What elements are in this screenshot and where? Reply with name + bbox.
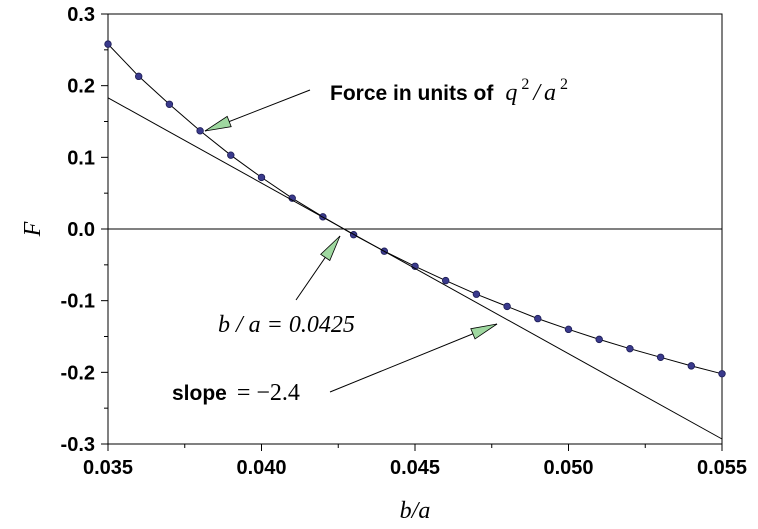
x-tick-label: 0.050 [543, 457, 593, 479]
force-math-q: q [505, 80, 517, 106]
data-point [626, 344, 634, 353]
force-annotation-label: Force in units of [330, 82, 494, 105]
data-point [687, 362, 695, 370]
x-tick-label: 0.055 [697, 457, 747, 479]
data-point [134, 72, 143, 81]
force-math-exp1: 2 [521, 76, 529, 93]
x-axis-label: b/a [400, 498, 431, 524]
slope-annotation-value: = −2.4 [237, 380, 300, 406]
data-point [257, 173, 266, 182]
data-point [227, 151, 235, 159]
y-axis-label: F [20, 221, 46, 237]
y-tick-label: 0.1 [67, 147, 95, 169]
data-point [656, 353, 665, 361]
annotation-arrows [204, 89, 498, 393]
force-math-a: a [544, 80, 556, 106]
x-tick-label: 0.045 [390, 457, 440, 479]
series-layer [104, 40, 726, 440]
y-axis-ticks: -0.3 -0.2 -0.1 0.0 0.1 0.2 0.3 [61, 4, 108, 456]
force-math-exp2: 2 [560, 76, 568, 93]
data-point [104, 40, 112, 48]
slope-annotation-label: slope [172, 382, 227, 405]
data-point [165, 100, 174, 108]
y-tick-label: -0.1 [61, 291, 95, 313]
x-tick-label: 0.040 [236, 457, 286, 479]
data-point [503, 302, 511, 311]
data-point [196, 127, 204, 135]
root-annotation: b / a = 0.0425 [218, 312, 355, 338]
y-tick-label: -0.3 [61, 434, 95, 456]
slope-arrow-arrowhead [470, 323, 498, 340]
force-annotation: Force in units of q 2 / a 2 [330, 76, 568, 106]
y-tick-label: -0.2 [61, 362, 95, 384]
force-math-slash: / [531, 80, 542, 106]
x-axis-ticks: 0.035 0.040 0.045 0.050 0.055 [83, 444, 747, 479]
y-tick-label: 0.2 [67, 76, 95, 98]
data-point [442, 276, 450, 285]
force-arrow-arrowhead [204, 115, 232, 132]
data-point [472, 290, 481, 298]
slope-arrow-leader [329, 323, 498, 393]
root-arrow-arrowhead [320, 235, 341, 262]
y-tick-label: 0.3 [67, 4, 95, 26]
data-point [534, 314, 542, 323]
data-point [718, 370, 726, 378]
data-point [564, 325, 573, 334]
x-tick-label: 0.035 [83, 457, 133, 479]
slope-annotation: slope = −2.4 [172, 380, 300, 406]
y-tick-label: 0.0 [67, 219, 95, 241]
tangent-line [107, 97, 723, 440]
data-point [595, 335, 603, 344]
